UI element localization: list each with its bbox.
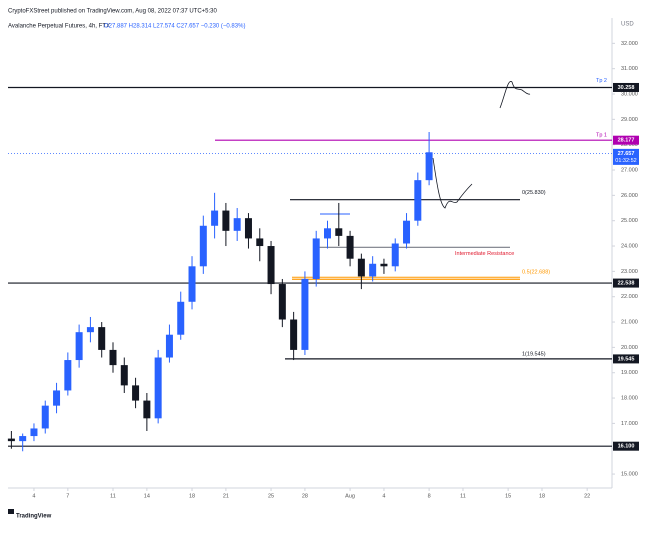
- price-tag-label: 19.545: [618, 356, 635, 362]
- level-note: 0.5(22.688): [522, 270, 550, 276]
- y-tick-label: 30.000: [621, 91, 638, 97]
- candle-body: [75, 332, 83, 361]
- publisher: CryptoFXStreet published on TradingView.…: [8, 9, 218, 15]
- candle-body: [165, 334, 173, 358]
- ohlc: O27.887 H28.314 L27.574 C27.657 −0.230 (…: [104, 24, 245, 30]
- x-tick-label: Aug: [345, 493, 355, 499]
- y-tick-label: 24.000: [621, 243, 638, 249]
- price-tag: [613, 82, 639, 92]
- price-tag-label: 22.538: [618, 281, 635, 287]
- x-tick-label: 25: [268, 493, 274, 499]
- x-tick-label: 8: [428, 493, 431, 499]
- candle-body: [30, 428, 38, 437]
- x-tick-label: 4: [32, 493, 35, 499]
- y-tick-label: 32.000: [621, 41, 638, 47]
- logo: TradingView: [16, 514, 52, 520]
- price-tag: [613, 278, 639, 288]
- candle-body: [233, 218, 241, 231]
- level-note: Tp 2: [596, 78, 607, 84]
- projection-sketch: [432, 157, 473, 209]
- level-note: 0(25.830): [522, 190, 546, 196]
- x-tick-label: 18: [189, 493, 195, 499]
- currency: USD: [621, 22, 634, 28]
- y-tick-label: 27.000: [621, 167, 638, 173]
- candle-body: [335, 228, 343, 236]
- level-note: Intermediate Resistance: [455, 251, 514, 257]
- y-tick-label: 17.000: [621, 421, 638, 427]
- candle-body: [323, 228, 331, 239]
- candle-body: [414, 180, 422, 221]
- candle-body: [403, 220, 411, 244]
- candle-body: [19, 436, 27, 442]
- candle-body: [357, 258, 365, 277]
- price-tag-label: 30.258: [618, 85, 635, 91]
- y-tick-label: 20.000: [621, 345, 638, 351]
- y-tick-label: 31.000: [621, 66, 638, 72]
- y-tick-label: 26.000: [621, 193, 638, 199]
- y-tick-label: 15.000: [621, 472, 638, 478]
- y-tick-label: 19.000: [621, 370, 638, 376]
- x-tick-label: 28: [302, 493, 308, 499]
- x-tick-label: 21: [223, 493, 229, 499]
- price-tag: [613, 135, 639, 145]
- candle-body: [391, 243, 399, 267]
- candle-body: [346, 235, 354, 259]
- candle-body: [425, 152, 433, 181]
- price-tag-label: 27.657: [618, 151, 635, 157]
- candle-body: [244, 218, 252, 239]
- candle-body: [86, 327, 94, 333]
- candle-body: [7, 438, 15, 442]
- candle-body: [143, 400, 151, 419]
- price-tag: [613, 441, 639, 451]
- price-tag: [613, 354, 639, 364]
- y-tick-label: 21.000: [621, 319, 638, 325]
- candle-body: [278, 284, 286, 320]
- logo-icon: [8, 509, 14, 514]
- candle-body: [256, 238, 264, 247]
- y-tick-label: 22.000: [621, 294, 638, 300]
- price-tag: [613, 148, 639, 165]
- x-tick-label: 18: [539, 493, 545, 499]
- candle-body: [290, 319, 298, 350]
- candle-body: [132, 385, 140, 401]
- x-tick-label: 15: [505, 493, 511, 499]
- candle-body: [64, 360, 72, 391]
- countdown: 01:32:52: [615, 158, 636, 164]
- candle-body: [312, 238, 320, 279]
- x-tick-label: 14: [144, 493, 150, 499]
- x-tick-label: 22: [584, 493, 590, 499]
- price-tag-label: 28.177: [618, 138, 635, 144]
- level-note: 1(19.545): [522, 351, 546, 357]
- candle-body: [41, 405, 49, 429]
- y-tick-label: 25.000: [621, 218, 638, 224]
- candle-body: [301, 278, 309, 350]
- x-tick-label: 11: [460, 493, 466, 499]
- y-tick-label: 18.000: [621, 396, 638, 402]
- candle-body: [211, 210, 219, 226]
- candle-body: [199, 225, 207, 267]
- price-tag-label: 16.100: [618, 444, 635, 450]
- x-tick-label: 11: [110, 493, 116, 499]
- y-tick-label: 23.000: [621, 269, 638, 275]
- y-tick-label: 29.000: [621, 117, 638, 123]
- candle-body: [53, 390, 61, 406]
- symbol: Avalanche Perpetual Futures, 4h, FTX: [8, 24, 110, 30]
- candle-body: [120, 365, 128, 386]
- candle-body: [369, 263, 377, 277]
- candle-body: [188, 266, 196, 302]
- projection-sketch: [499, 81, 531, 109]
- candle-body: [267, 246, 275, 285]
- y-tick-label: 28.000: [621, 142, 638, 148]
- candle-body: [98, 327, 106, 350]
- candle-body: [177, 301, 185, 335]
- candle-body: [222, 210, 230, 231]
- level-note: Tp 1: [596, 133, 607, 139]
- candle-body: [109, 349, 117, 366]
- x-tick-label: 4: [382, 493, 385, 499]
- x-tick-label: 7: [66, 493, 69, 499]
- candle-body: [154, 357, 162, 419]
- candle-body: [380, 263, 388, 267]
